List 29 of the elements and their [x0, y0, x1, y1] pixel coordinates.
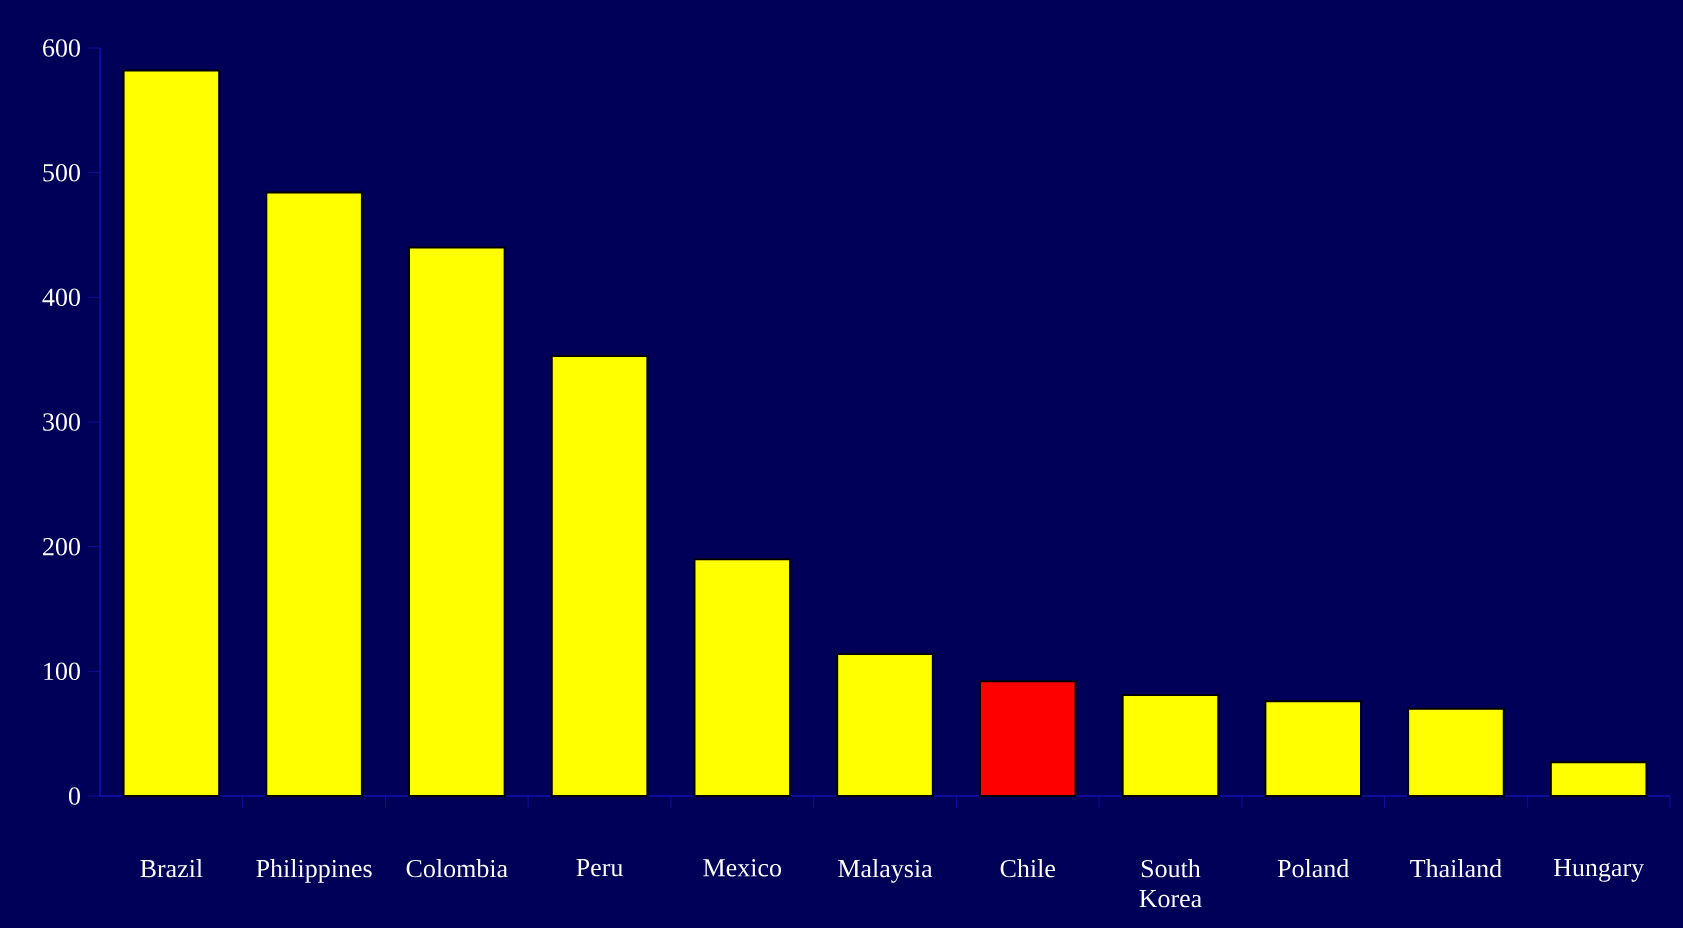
x-tick-label: Poland [1277, 859, 1349, 878]
x-tick-label: Mexico [703, 859, 782, 877]
x-tick-label: Peru [576, 859, 623, 877]
x-tick-label: Thailand [1410, 859, 1502, 878]
bar [1121, 694, 1220, 797]
bar [122, 69, 221, 797]
bar [408, 246, 506, 797]
bar [836, 652, 934, 797]
y-tick-label: 300 [43, 413, 80, 431]
y-tick-label: 400 [42, 288, 80, 307]
x-tick-label: Philippines [256, 859, 372, 883]
x-tick-label: Malaysia [838, 859, 933, 883]
bar [1549, 761, 1648, 797]
y-tick-label: 200 [43, 537, 80, 556]
bar [265, 191, 363, 797]
bar [1407, 707, 1505, 797]
bar [693, 558, 792, 797]
bar [1264, 700, 1363, 797]
bar [550, 354, 649, 797]
x-tick-label: Chile [1000, 859, 1055, 878]
x-tick-label: Brazil [140, 859, 203, 878]
x-tick-label: Hungary [1553, 859, 1645, 882]
bar [978, 680, 1077, 797]
y-tick-label: 600 [43, 39, 80, 57]
x-tick-label: South Korea [1139, 859, 1202, 908]
x-tick-label: Colombia [406, 859, 508, 878]
y-tick-label: 0 [68, 787, 80, 805]
y-tick-label: 100 [44, 662, 80, 681]
y-tick-label: 500 [43, 163, 80, 182]
